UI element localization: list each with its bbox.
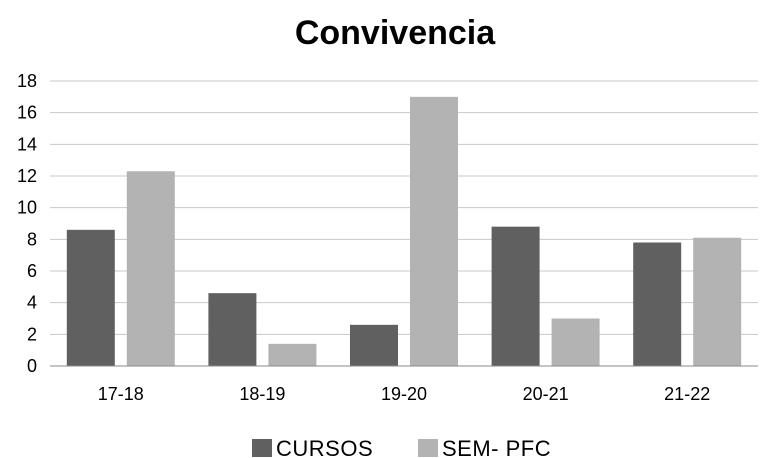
y-tick-label: 18 xyxy=(17,71,37,91)
bar-sem-pfc-19-20 xyxy=(410,96,458,366)
bar-cursos-19-20 xyxy=(350,324,398,366)
y-tick-label: 2 xyxy=(27,324,37,344)
bar-cursos-20-21 xyxy=(491,226,540,366)
y-tick-label: 14 xyxy=(17,134,37,154)
bar-cursos-17-18 xyxy=(66,229,115,366)
legend: CURSOS SEM- PFC xyxy=(252,436,551,458)
y-tick-label: 16 xyxy=(17,103,37,123)
y-tick-label: 8 xyxy=(27,229,37,249)
bars xyxy=(66,96,742,366)
y-tick-label: 12 xyxy=(17,166,37,186)
y-tick-label: 0 xyxy=(27,356,37,376)
bar-cursos-21-22 xyxy=(633,242,682,366)
legend-label: SEM- PFC xyxy=(442,436,551,458)
chart-title: Convivencia xyxy=(295,14,496,52)
x-tick-label: 18-19 xyxy=(239,384,285,404)
y-tick-label: 10 xyxy=(17,198,37,218)
x-tick-label: 17-18 xyxy=(98,384,144,404)
bar-sem-pfc-17-18 xyxy=(126,171,175,366)
legend-swatch xyxy=(418,439,438,457)
bar-sem-pfc-18-19 xyxy=(268,343,317,366)
bar-cursos-18-19 xyxy=(208,293,257,366)
bar-sem-pfc-20-21 xyxy=(551,318,600,366)
x-tick-label: 20-21 xyxy=(523,384,569,404)
y-tick-label: 4 xyxy=(27,293,37,313)
x-tick-label: 19-20 xyxy=(381,384,427,404)
legend-label: CURSOS xyxy=(276,436,373,458)
x-axis-ticks: 17-18 18-19 19-20 20-21 21-22 xyxy=(98,384,710,404)
y-tick-label: 6 xyxy=(27,261,37,281)
bar-sem-pfc-21-22 xyxy=(693,237,742,366)
legend-swatch xyxy=(252,439,272,457)
x-tick-label: 21-22 xyxy=(664,384,710,404)
y-axis-ticks: 0 2 4 6 8 10 12 14 16 18 xyxy=(17,71,37,376)
